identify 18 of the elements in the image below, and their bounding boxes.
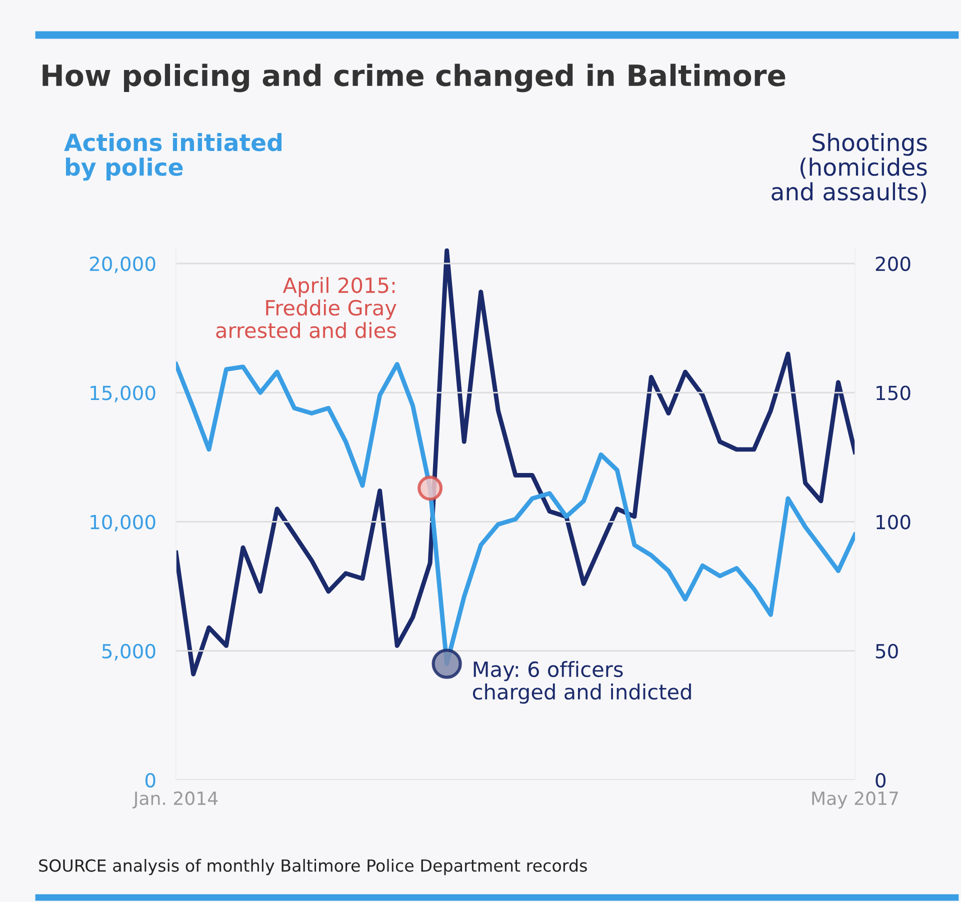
y-tick-label: 10,000 <box>90 514 156 532</box>
y2-tick-label: 50 <box>876 644 898 659</box>
chart-title: How policing and crime changed in Baltimore <box>42 64 786 92</box>
x-tick-label: May 2017 <box>812 791 898 809</box>
y2-tick-label: 0 <box>876 772 886 788</box>
y2-tick-label: 150 <box>876 386 910 400</box>
annotation: April 2015: Freddie Gray arrested and dies <box>216 277 396 338</box>
y-axis-title: Actions initiated by police <box>64 133 282 181</box>
x-tick-label: Jan. 2014 <box>132 791 218 808</box>
y-tick-label: 20,000 <box>90 256 156 274</box>
y2-tick-label: 100 <box>876 514 910 530</box>
y-tick-label: 5,000 <box>102 644 156 661</box>
y-tick-label: 15,000 <box>90 386 156 402</box>
y2-axis-title: Shootings (homicides and assaults) <box>772 133 927 204</box>
annotation: May: 6 officers charged and indicted <box>472 661 691 704</box>
y2-tick-label: 200 <box>876 256 910 272</box>
y-tick-label: 0 <box>145 772 156 788</box>
source-note: SOURCE analysis of monthly Baltimore Police Department records <box>39 858 587 876</box>
